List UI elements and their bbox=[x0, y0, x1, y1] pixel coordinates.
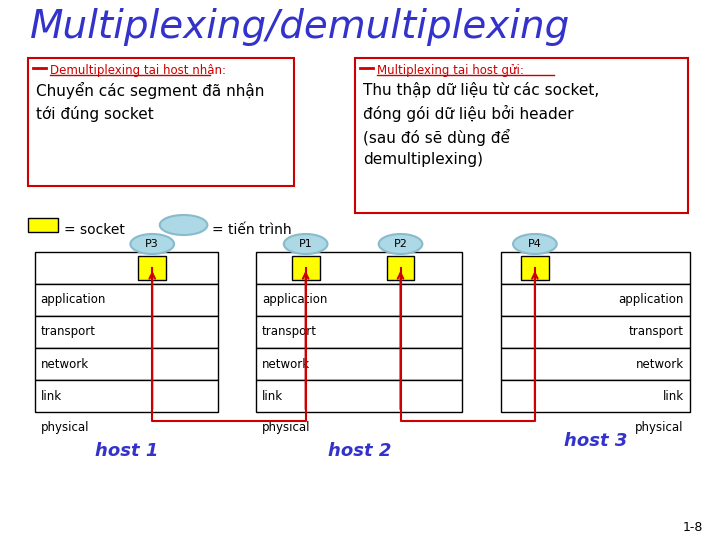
Text: host 1: host 1 bbox=[95, 442, 158, 460]
Bar bbox=[35, 348, 218, 380]
Ellipse shape bbox=[160, 215, 207, 235]
Text: physical: physical bbox=[41, 422, 89, 435]
Text: transport: transport bbox=[41, 326, 96, 339]
Text: link: link bbox=[262, 389, 283, 402]
Text: host 2: host 2 bbox=[328, 442, 391, 460]
Bar bbox=[35, 380, 218, 412]
Text: = socket: = socket bbox=[63, 223, 125, 237]
Text: 1-8: 1-8 bbox=[683, 521, 703, 534]
Bar bbox=[256, 348, 462, 380]
Text: physical: physical bbox=[635, 422, 684, 435]
Bar bbox=[28, 218, 58, 232]
Text: P1: P1 bbox=[299, 239, 312, 249]
Text: Chuyển các segment đã nhận
tới đúng socket: Chuyển các segment đã nhận tới đúng sock… bbox=[36, 82, 264, 122]
Bar bbox=[355, 58, 688, 213]
Bar bbox=[501, 284, 690, 316]
Bar bbox=[256, 380, 462, 412]
Text: link: link bbox=[41, 389, 62, 402]
Ellipse shape bbox=[284, 234, 328, 254]
Bar bbox=[501, 316, 690, 348]
Ellipse shape bbox=[379, 234, 423, 254]
Text: network: network bbox=[41, 357, 89, 370]
Text: = tiến trình: = tiến trình bbox=[212, 223, 292, 237]
Text: transport: transport bbox=[629, 326, 684, 339]
Text: P3: P3 bbox=[145, 239, 159, 249]
Bar bbox=[501, 252, 690, 284]
Bar bbox=[28, 58, 294, 186]
Text: transport: transport bbox=[262, 326, 317, 339]
Text: P4: P4 bbox=[528, 239, 542, 249]
Bar bbox=[387, 256, 415, 280]
Bar bbox=[501, 348, 690, 380]
Text: host 3: host 3 bbox=[564, 432, 627, 450]
Text: P2: P2 bbox=[394, 239, 408, 249]
Bar bbox=[292, 256, 320, 280]
Bar bbox=[521, 256, 549, 280]
Bar bbox=[256, 284, 462, 316]
Text: network: network bbox=[636, 357, 684, 370]
Bar bbox=[256, 252, 462, 284]
Text: application: application bbox=[618, 294, 684, 307]
Text: physical: physical bbox=[262, 422, 310, 435]
Bar bbox=[256, 316, 462, 348]
Text: application: application bbox=[41, 294, 106, 307]
Bar bbox=[35, 252, 218, 284]
Ellipse shape bbox=[513, 234, 557, 254]
Bar bbox=[501, 380, 690, 412]
Ellipse shape bbox=[130, 234, 174, 254]
Bar bbox=[35, 284, 218, 316]
Text: Thu thập dữ liệu từ các socket,
đóng gói dữ liệu bởi header
(sau đó sẽ dùng để
d: Thu thập dữ liệu từ các socket, đóng gói… bbox=[363, 82, 600, 167]
Text: application: application bbox=[262, 294, 328, 307]
Text: network: network bbox=[262, 357, 310, 370]
Text: Demultiplexing tai host nhân:: Demultiplexing tai host nhân: bbox=[50, 64, 225, 77]
Text: Multiplexing tai host gửi:: Multiplexing tai host gửi: bbox=[377, 64, 524, 77]
Bar bbox=[138, 256, 166, 280]
Bar bbox=[35, 316, 218, 348]
Text: link: link bbox=[662, 389, 684, 402]
Text: Multiplexing/demultiplexing: Multiplexing/demultiplexing bbox=[30, 8, 570, 46]
